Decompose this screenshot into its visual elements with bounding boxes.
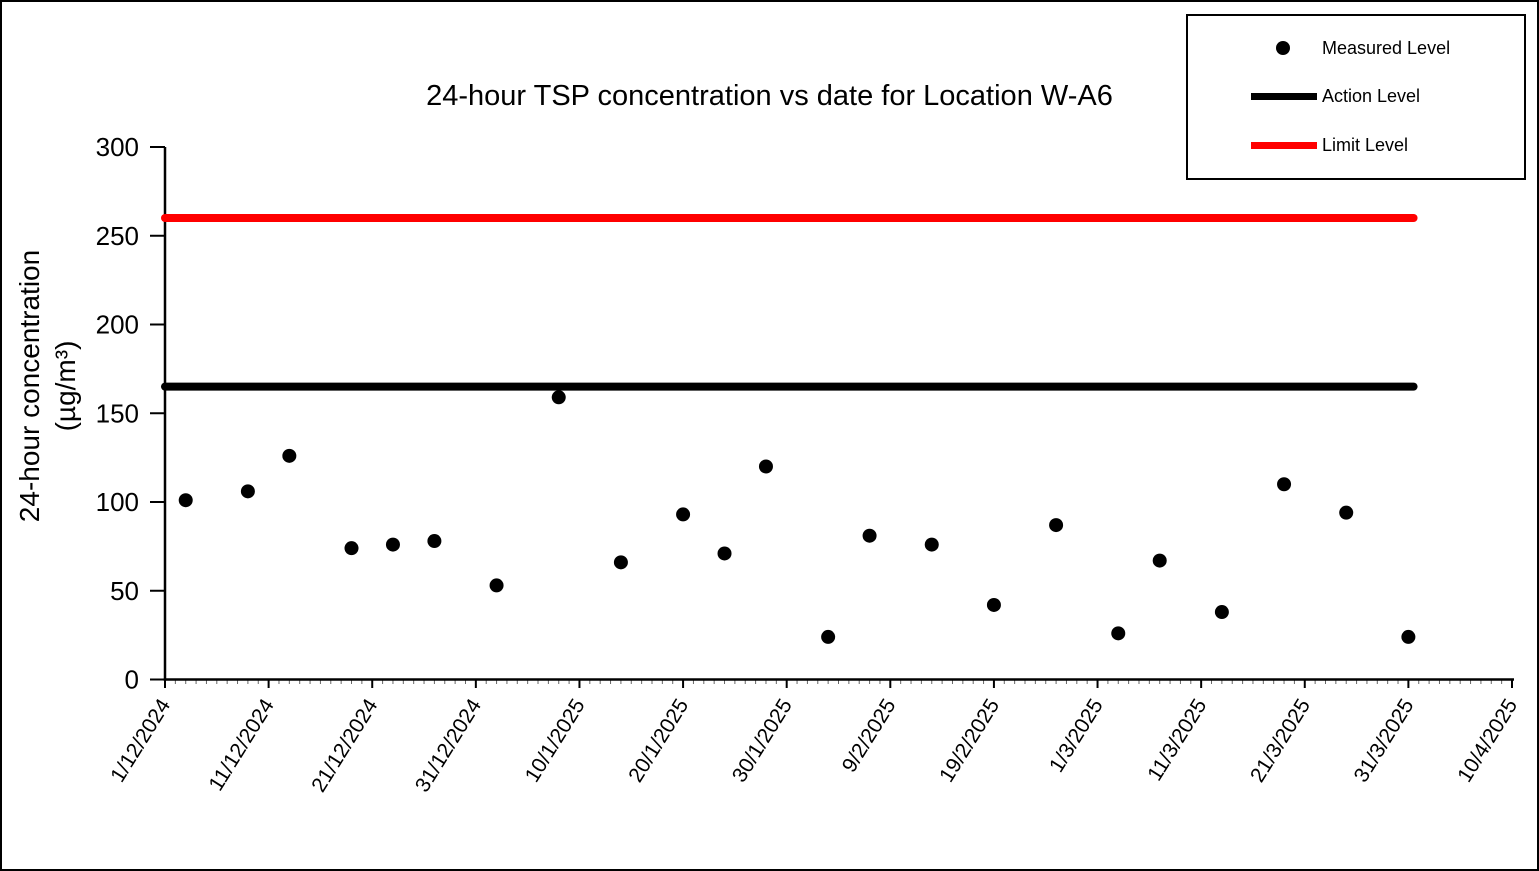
data-point: [344, 541, 359, 556]
data-point: [676, 507, 691, 522]
data-point: [862, 528, 877, 543]
data-point: [1111, 626, 1126, 641]
y-tick-label: 200: [96, 310, 139, 340]
data-point: [385, 537, 400, 552]
x-tick-label: 20/1/2025: [624, 695, 693, 786]
data-point: [924, 537, 939, 552]
x-tick-label: 10/4/2025: [1453, 695, 1522, 786]
y-tick-label: 150: [96, 398, 139, 428]
y-axis-label: 24-hour concentration (µg/m³): [12, 250, 84, 522]
chart-title: 24-hour TSP concentration vs date for Lo…: [426, 80, 1113, 112]
data-point: [758, 459, 773, 474]
data-point: [717, 546, 732, 561]
legend-dot-marker-icon: [1188, 41, 1318, 56]
y-tick-label: 50: [110, 576, 139, 606]
y-axis-label-line2: (µg/m³): [50, 340, 81, 432]
data-point: [427, 534, 442, 549]
data-point: [1214, 605, 1229, 620]
x-tick-label: 9/2/2025: [838, 695, 901, 777]
legend: Measured Level Action Level Limit Level: [1186, 14, 1526, 180]
data-point: [1277, 477, 1292, 492]
y-tick-label: 300: [96, 132, 139, 162]
x-tick-label: 10/1/2025: [521, 695, 590, 786]
data-point: [1401, 629, 1416, 644]
data-point: [489, 578, 504, 593]
data-point: [551, 390, 566, 405]
legend-item-action-level: Action Level: [1188, 86, 1524, 107]
legend-swatch: [1276, 41, 1290, 56]
legend-swatch: [1251, 142, 1317, 150]
x-tick-label: 1/3/2025: [1045, 695, 1108, 777]
legend-swatch: [1251, 93, 1317, 101]
legend-label: Measured Level: [1322, 37, 1451, 58]
data-point: [1049, 518, 1064, 533]
legend-label: Action Level: [1322, 86, 1421, 107]
y-tick-label: 100: [96, 487, 139, 517]
x-tick-label: 21/3/2025: [1246, 695, 1315, 786]
x-tick-label: 11/12/2024: [204, 695, 279, 795]
x-tick-label: 21/12/2024: [307, 695, 382, 797]
y-tick-label: 250: [96, 221, 139, 251]
y-tick-label: 0: [125, 665, 139, 695]
data-point: [1152, 553, 1167, 568]
y-axis-label-line1: 24-hour concentration: [14, 249, 45, 523]
data-point: [986, 597, 1001, 612]
legend-item-limit-level: Limit Level: [1188, 135, 1524, 156]
data-point: [178, 493, 193, 508]
legend-line-marker-icon: [1188, 142, 1318, 150]
data-point: [821, 629, 836, 644]
x-tick-label: 1/12/2024: [106, 695, 175, 787]
data-point: [240, 484, 255, 499]
data-point: [613, 555, 628, 570]
x-tick-label: 30/1/2025: [728, 695, 797, 786]
legend-item-measured-level: Measured Level: [1188, 38, 1524, 59]
legend-label: Limit Level: [1322, 135, 1409, 156]
data-point: [282, 448, 297, 463]
data-point: [1339, 505, 1354, 520]
x-tick-label: 31/12/2024: [411, 695, 486, 797]
legend-line-marker-icon: [1188, 93, 1318, 101]
x-tick-label: 19/2/2025: [935, 695, 1004, 786]
x-tick-label: 31/3/2025: [1350, 695, 1419, 786]
x-tick-label: 11/3/2025: [1143, 695, 1211, 785]
